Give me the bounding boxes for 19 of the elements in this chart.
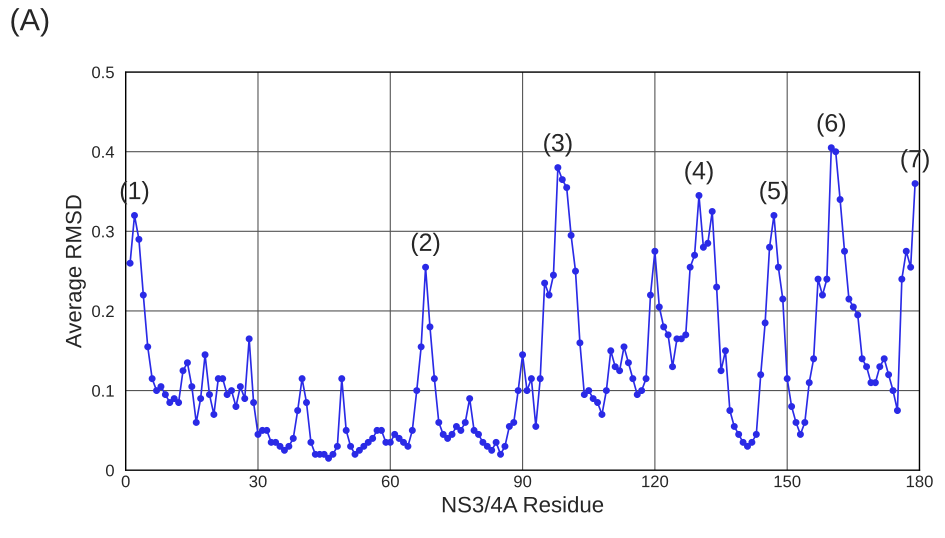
x-tick-label: 60 (382, 476, 399, 488)
y-tick-label: 0 (106, 464, 114, 476)
x-tick-label: 120 (642, 476, 668, 488)
y-tick-label: 0.2 (92, 305, 114, 318)
y-tick-label: 0.4 (92, 146, 114, 158)
x-tick-label: 180 (906, 476, 933, 488)
y-axis-title: Average RMSD (66, 195, 86, 348)
y-tick-label: 0.3 (92, 226, 114, 238)
x-tick-label: 150 (774, 476, 800, 488)
x-tick-label: 30 (249, 476, 267, 488)
annotation: (4) (685, 161, 713, 184)
annotation: (2) (412, 232, 440, 256)
x-tick-label: 0 (122, 476, 130, 488)
text: (A) (11, 8, 48, 37)
x-axis-title: NS3/4A Residue (442, 496, 604, 512)
x-tick-label: 90 (514, 476, 532, 488)
annotation: (6) (818, 113, 846, 137)
y-tick-label: 0.1 (92, 384, 114, 397)
y-tick-label: 0.5 (92, 66, 114, 78)
